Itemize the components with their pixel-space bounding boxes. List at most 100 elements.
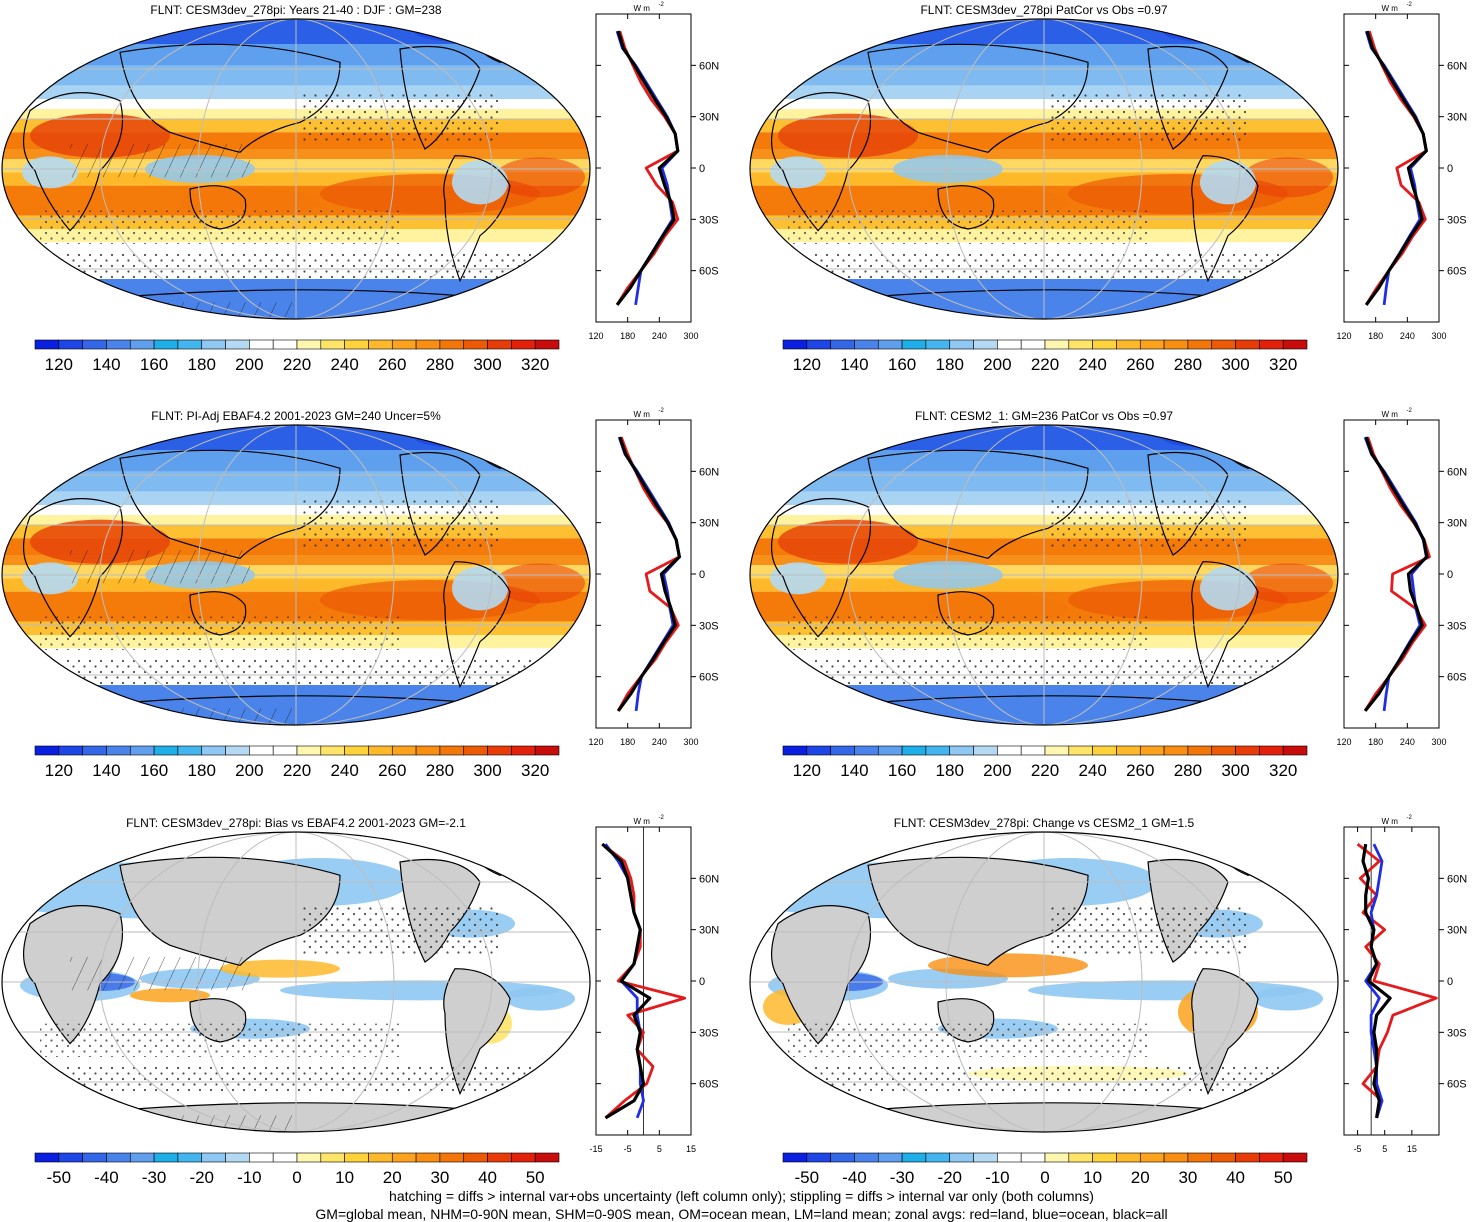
zonal-lat-tick: 60N	[1447, 873, 1467, 885]
colorbar-tick-label: 240	[1078, 355, 1106, 374]
colorbar-tick-label: 160	[888, 355, 916, 374]
zonal-x-tick: 240	[652, 737, 667, 747]
zonal-line-land	[616, 436, 681, 712]
colorbar-tick-label: 300	[1221, 761, 1249, 780]
zonal-lat-tick: 30N	[699, 112, 719, 124]
panel-graphics: 120 140 160 180 200 220 240 260 280 300 320 W m -2 60…	[1, 408, 719, 780]
colorbar	[782, 1152, 1308, 1163]
zonal-lat-tick: 60N	[699, 873, 719, 885]
zonal-lat-tick: 60N	[699, 60, 719, 72]
zonal-x-tick: 5	[657, 1144, 662, 1154]
colorbar-tick-label: 300	[1221, 355, 1249, 374]
colorbar-tick-label: 280	[426, 761, 454, 780]
colorbar-tick-label: -40	[842, 1168, 867, 1187]
zonal-lat-tick: 60S	[1447, 672, 1467, 684]
zonal-x-tick: -5	[624, 1144, 632, 1154]
zonal-line-all	[616, 436, 682, 712]
colorbar-tick-label: 220	[283, 355, 311, 374]
colorbar-tick-label: 240	[330, 355, 358, 374]
zonal-x-tick: 300	[1431, 737, 1446, 747]
colorbar	[34, 745, 560, 756]
colorbar-tick-label: 220	[1031, 761, 1059, 780]
zonal-lat-tick: 60S	[1447, 266, 1467, 278]
colorbar-tick-label: 10	[1083, 1168, 1102, 1187]
panel-5: FLNT: CESM3dev_278pi: Bias vs EBAF4.2 20…	[0, 813, 740, 1213]
panel-title: FLNT: CESM3dev_278pi: Bias vs EBAF4.2 20…	[126, 816, 466, 830]
colorbar-tick-label: 180	[188, 761, 216, 780]
colorbar	[782, 339, 1308, 350]
zonal-x-tick: 120	[588, 737, 603, 747]
zonal-x-tick: 300	[683, 331, 698, 341]
colorbar-tick-label: -20	[937, 1168, 962, 1187]
zonal-x-tick: 120	[1336, 331, 1351, 341]
colorbar-tick-label: 300	[473, 355, 501, 374]
zonal-mean-plot: W m -2 60N 30N 0 30S 60S -5 5 15	[1343, 815, 1467, 1154]
colorbar-tick-label: 280	[426, 355, 454, 374]
zonal-lat-tick: 30N	[1447, 925, 1467, 937]
zonal-x-tick: -15	[589, 1144, 602, 1154]
zonal-lat-tick: 30N	[1447, 112, 1467, 124]
colorbar-tick-label: 140	[92, 355, 120, 374]
colorbar-tick-label: 180	[936, 761, 964, 780]
colorbar	[34, 339, 560, 350]
colorbar-tick-label: 160	[140, 355, 168, 374]
colorbar-tick-label: -50	[795, 1168, 820, 1187]
zonal-lat-tick: 30S	[699, 620, 719, 632]
zonal-lat-tick: 60S	[1447, 1079, 1467, 1091]
zonal-line-land	[601, 842, 687, 1119]
zonal-units-label: W m	[634, 410, 651, 419]
colorbar-tick-label: 120	[45, 761, 73, 780]
colorbar-tick-label: -20	[189, 1168, 214, 1187]
colorbar-tick-label: 300	[473, 761, 501, 780]
zonal-x-tick: 180	[1368, 737, 1383, 747]
colorbar-tick-label: 220	[1031, 355, 1059, 374]
colorbar-tick-label: 320	[521, 761, 549, 780]
zonal-lat-tick: 60S	[699, 1079, 719, 1091]
colorbar-tick-label: 240	[330, 761, 358, 780]
zonal-lat-tick: 60S	[699, 266, 719, 278]
zonal-lat-tick: 30S	[1447, 620, 1467, 632]
colorbar-tick-label: 30	[430, 1168, 449, 1187]
zonal-line-land	[1356, 843, 1438, 1119]
zonal-mean-plot: W m -2 60N 30N 0 30S 60S 120 180 240 300	[1336, 2, 1467, 341]
zonal-lat-tick: 0	[699, 976, 705, 988]
colorbar-tick-label: 160	[140, 761, 168, 780]
colorbar-tick-label: 40	[1226, 1168, 1245, 1187]
colorbar-tick-label: -10	[237, 1168, 262, 1187]
colorbar-tick-label: 260	[378, 355, 406, 374]
colorbar-tick-label: 280	[1174, 355, 1202, 374]
colorbar-tick-label: 10	[335, 1168, 354, 1187]
zonal-x-tick: -5	[1354, 1144, 1362, 1154]
zonal-x-tick: 240	[1400, 331, 1415, 341]
zonal-mean-plot: W m -2 60N 30N 0 30S 60S 120 180 240 300	[1336, 408, 1467, 747]
colorbar-tick-label: 180	[188, 355, 216, 374]
colorbar-tick-label: 180	[936, 355, 964, 374]
colorbar-tick-label: -40	[94, 1168, 119, 1187]
panel-graphics: -50 -40 -30 -20 -10 0 10 20 30 40 50 W m -2 60N 30N 0 30…	[749, 815, 1467, 1187]
zonal-line-all	[601, 842, 652, 1120]
footer-note-hatching: hatching = diffs > internal var+obs unce…	[389, 1188, 1094, 1204]
panel-title: FLNT: CESM2_1: GM=236 PatCor vs Obs =0.9…	[914, 409, 1174, 423]
colorbar-tick-label: 260	[1126, 355, 1154, 374]
zonal-x-tick: 180	[620, 737, 635, 747]
colorbar-tick-label: -10	[985, 1168, 1010, 1187]
colorbar-tick-label: -30	[890, 1168, 915, 1187]
panel-title: FLNT: CESM3dev_278pi: Change vs CESM2_1 …	[893, 816, 1195, 830]
colorbar-tick-label: 260	[1126, 761, 1154, 780]
zonal-line-all	[1364, 30, 1428, 306]
colorbar-tick-label: 200	[983, 355, 1011, 374]
zonal-x-tick: 15	[1407, 1144, 1417, 1154]
panel-title: FLNT: PI-Adj EBAF4.2 2001-2023 GM=240 Un…	[151, 409, 441, 423]
zonal-units-label: W m	[634, 817, 651, 826]
colorbar-tick-label: -30	[142, 1168, 167, 1187]
svg-text:-2: -2	[659, 408, 665, 414]
zonal-x-tick: 240	[652, 331, 667, 341]
colorbar-tick-label: -50	[47, 1168, 72, 1187]
colorbar-tick-label: 260	[378, 761, 406, 780]
zonal-x-tick: 120	[1336, 737, 1351, 747]
panel-2: FLNT: CESM3dev_278pi PatCor vs Obs =0.97…	[748, 0, 1483, 400]
zonal-line-all	[1361, 843, 1392, 1119]
colorbar-tick-label: 120	[793, 761, 821, 780]
zonal-mean-plot: W m -2 60N 30N 0 30S 60S 120 180 240 300	[588, 2, 719, 341]
colorbar-tick-label: 320	[521, 355, 549, 374]
